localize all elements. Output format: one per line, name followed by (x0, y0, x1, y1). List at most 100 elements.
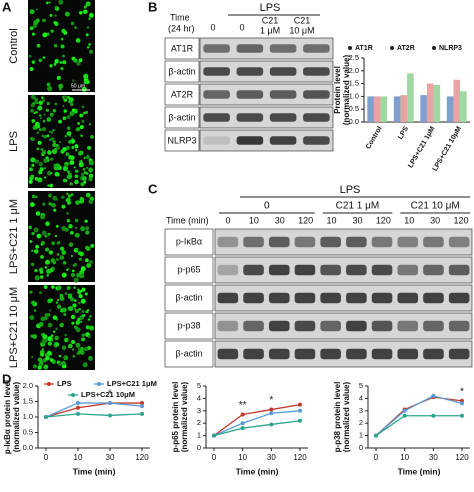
point (76, 405, 80, 410)
cell (59, 322, 64, 328)
cell (78, 301, 81, 305)
cell (70, 21, 75, 26)
cell (41, 98, 46, 103)
blot (199, 83, 334, 106)
cell (80, 226, 86, 232)
band (203, 136, 230, 145)
cell (85, 79, 90, 85)
cell (67, 308, 70, 311)
point (44, 415, 48, 419)
cell (60, 149, 65, 154)
legend-label: LPS+C21 1μM (107, 379, 157, 388)
blot (199, 129, 334, 152)
cell (54, 235, 58, 238)
cell (29, 290, 33, 294)
cell (52, 330, 56, 333)
y-tick-label: 0 (197, 443, 201, 452)
panel-label: A (2, 0, 12, 14)
cell (41, 240, 45, 245)
cell (73, 262, 78, 267)
y-tick-label: 0 (359, 443, 363, 452)
x-tick-label: 10 (400, 453, 409, 462)
cell (33, 20, 39, 26)
cell (73, 58, 78, 63)
bar (420, 95, 427, 122)
band (269, 90, 297, 99)
cell (64, 292, 68, 295)
cell (45, 247, 50, 252)
time-label: Time (min) (166, 215, 209, 225)
x-tick-label: 10 (238, 453, 247, 462)
cell (50, 334, 54, 337)
cell (49, 112, 54, 117)
cell (81, 119, 85, 123)
band (346, 236, 367, 248)
cell (73, 299, 77, 302)
cell (46, 82, 51, 87)
lane-label: 120 (376, 215, 391, 225)
cell (65, 152, 70, 156)
cell (35, 110, 38, 114)
cell (64, 135, 67, 138)
y-axis-label: (normalized value) (342, 55, 351, 126)
band (371, 320, 393, 332)
y-tick-label: 1.0 (349, 91, 359, 100)
cell (42, 32, 48, 38)
cell (49, 157, 54, 161)
cell (50, 338, 54, 342)
lane-label: 0 (225, 215, 230, 225)
band (217, 292, 239, 304)
cell (70, 254, 73, 257)
cell (38, 162, 44, 167)
y-tick-label: 1.5 (349, 79, 359, 88)
band (236, 90, 264, 99)
cell (39, 275, 44, 279)
cell (85, 230, 90, 235)
point (431, 393, 436, 398)
cell (54, 342, 60, 347)
cell (85, 33, 89, 37)
cell (86, 46, 90, 49)
cell (75, 248, 79, 251)
cell (52, 260, 57, 265)
cell (66, 339, 69, 342)
cell (68, 224, 73, 229)
cell (85, 325, 90, 330)
cell (81, 310, 85, 313)
point (108, 413, 112, 418)
cell (47, 232, 51, 236)
cell (75, 38, 81, 43)
band (320, 348, 341, 360)
cell (47, 184, 50, 187)
lane-label: 10 (249, 215, 259, 225)
band (320, 292, 341, 304)
cell (71, 146, 75, 149)
cell (31, 231, 35, 236)
band (303, 90, 330, 99)
line (375, 395, 463, 437)
cell (86, 26, 90, 29)
cell (40, 316, 46, 322)
legend-marker (390, 46, 394, 50)
cell (29, 315, 35, 321)
group-label: LPS (260, 2, 281, 14)
band (448, 264, 470, 276)
lane-label: 120 (454, 215, 469, 225)
cell (59, 141, 62, 144)
row-label: β-actin (168, 112, 195, 122)
cell (50, 29, 54, 33)
cell (83, 171, 88, 175)
cell (52, 109, 57, 113)
cell (60, 44, 65, 49)
cell (86, 166, 89, 169)
cell (70, 182, 74, 186)
cell (43, 364, 49, 370)
x-axis-label: Time (min) (236, 466, 279, 476)
cell (55, 257, 59, 261)
subgroup-label: C21 1 μM (336, 201, 380, 212)
cell (59, 246, 65, 251)
cell (42, 56, 46, 59)
cell (88, 12, 94, 18)
y-tick-label: 0.5 (23, 427, 33, 436)
cell (31, 194, 36, 199)
